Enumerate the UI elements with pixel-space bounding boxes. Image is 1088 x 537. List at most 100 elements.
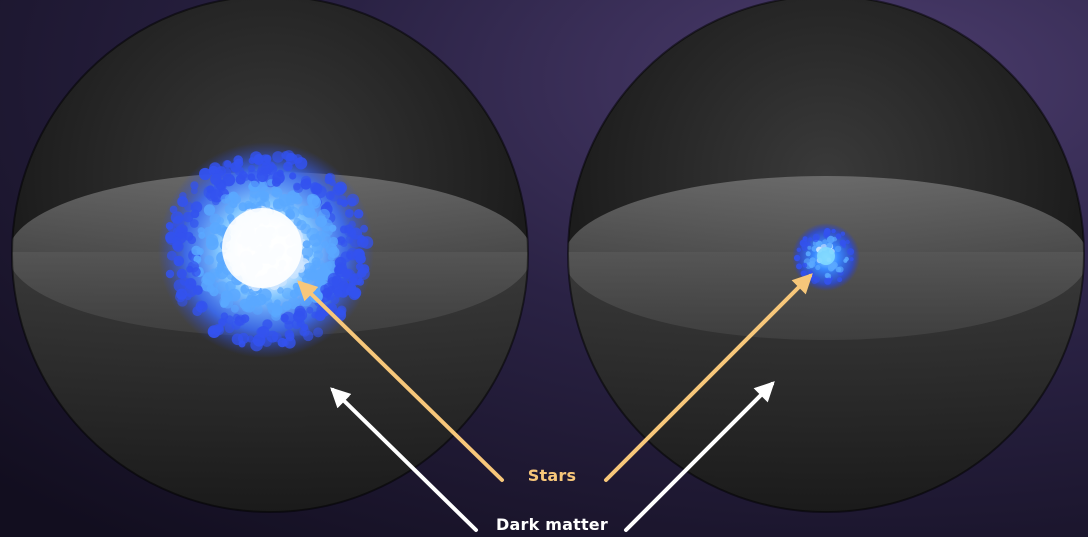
star-particle [280,313,289,323]
star-particle [197,301,206,310]
star-particle [206,284,215,293]
right-star-cluster [792,223,860,291]
star-particle [240,314,250,323]
star-particle [220,312,229,321]
star-particle [176,268,187,279]
star-particle [824,272,830,278]
star-particle [283,161,293,172]
star-particle [837,277,843,283]
star-particle [811,277,818,285]
star-particle [834,245,842,253]
star-particle [166,250,177,261]
star-particle [845,239,850,245]
star-particle [296,263,305,273]
star-particle [172,240,184,252]
star-particle [840,231,846,236]
star-particle [294,305,306,317]
star-particle [285,332,295,342]
star-particle [325,173,333,181]
star-particle [271,177,282,187]
star-particle [247,169,259,181]
star-particle [262,168,271,177]
star-particle [209,222,222,234]
star-particle [252,304,263,315]
star-particle [272,151,284,163]
star-particle [824,228,831,234]
star-particle [824,277,832,285]
star-particle [345,235,354,244]
star-particle [276,169,284,177]
star-particle [203,204,216,216]
star-particle [806,242,811,247]
star-particle [173,255,185,267]
star-particle [190,209,200,219]
star-particle [336,198,344,206]
star-particle [277,287,284,294]
star-particle [247,164,256,173]
star-particle [257,326,270,338]
star-particle [202,272,216,286]
star-particle [347,283,357,292]
star-particle [278,194,292,207]
dark-matter-arrow-left [330,387,478,532]
stars-arrow-right [604,273,813,482]
star-particle [271,187,283,198]
star-cluster-core [817,247,835,265]
star-particle [811,245,818,252]
star-particle [233,155,243,165]
star-particle [344,227,354,237]
star-particle [360,224,368,233]
star-particle [228,288,241,302]
star-particle [282,301,292,311]
star-particle [186,265,194,273]
star-particle [284,320,294,330]
star-particle [327,286,335,294]
star-particle [318,233,332,246]
star-particle [218,317,228,327]
star-cluster-core [222,208,302,288]
star-particle [215,324,224,333]
star-particle [197,227,205,235]
star-particle [241,302,251,312]
star-particle [808,237,813,242]
star-particle [193,255,201,263]
star-particle [296,219,307,231]
star-particle [847,248,855,256]
star-particle [802,262,808,268]
star-particle [289,289,299,299]
star-particle [324,201,331,209]
star-particle [346,193,360,207]
star-particle [230,304,239,313]
star-particle [306,306,314,314]
star-particle [281,339,289,347]
star-particle [799,239,808,247]
star-particle [301,246,314,258]
star-particle [224,204,235,215]
star-particle [357,236,369,248]
star-particle [832,236,838,242]
dark-matter-label: Dark matter [496,515,608,534]
star-particle [807,245,812,250]
star-particle [240,284,249,294]
star-particle [313,250,324,260]
star-particle [320,262,328,270]
star-particle [211,197,220,206]
star-particle [169,205,178,214]
star-particle [835,266,842,273]
star-particle [812,236,819,243]
star-particle [248,180,260,192]
star-particle [356,278,365,286]
star-particle [221,297,234,309]
star-particle [302,240,311,249]
star-particle [193,285,203,295]
star-particle [222,159,232,170]
star-particle [204,255,215,265]
star-particle [340,240,348,247]
star-particle [293,183,304,194]
star-particle [300,175,312,187]
star-particle [238,340,246,348]
star-particle [165,222,174,230]
star-particle [245,294,257,306]
star-particle [199,167,212,181]
